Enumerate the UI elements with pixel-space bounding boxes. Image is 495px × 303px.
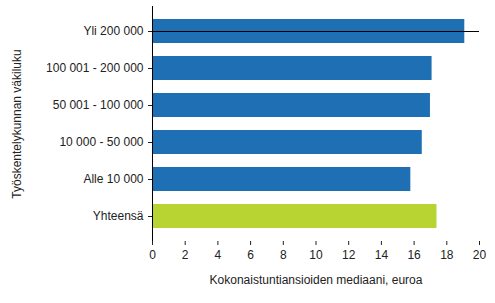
svg-text:16: 16 xyxy=(407,248,421,262)
svg-text:2: 2 xyxy=(182,248,189,262)
svg-text:14: 14 xyxy=(375,248,389,262)
svg-text:Yhteensä: Yhteensä xyxy=(93,209,144,223)
svg-text:8: 8 xyxy=(280,248,287,262)
svg-text:0: 0 xyxy=(149,248,156,262)
svg-text:12: 12 xyxy=(342,248,356,262)
svg-text:6: 6 xyxy=(247,248,254,262)
svg-text:50 001 - 100 000: 50 001 - 100 000 xyxy=(53,98,144,112)
svg-text:100 001 - 200 000: 100 001 - 200 000 xyxy=(46,61,144,75)
svg-text:Työskentelykunnan väkiluku: Työskentelykunnan väkiluku xyxy=(10,49,24,198)
svg-text:4: 4 xyxy=(215,248,222,262)
svg-text:Yli 200 000: Yli 200 000 xyxy=(83,24,143,38)
svg-text:Alle 10 000: Alle 10 000 xyxy=(83,172,143,186)
svg-text:Kokonaistuntiansioiden mediaan: Kokonaistuntiansioiden mediaani, euroa xyxy=(210,273,423,287)
svg-text:18: 18 xyxy=(440,248,454,262)
svg-text:10 000 - 50 000: 10 000 - 50 000 xyxy=(59,135,143,149)
svg-text:10: 10 xyxy=(309,248,323,262)
svg-text:20: 20 xyxy=(473,248,487,262)
